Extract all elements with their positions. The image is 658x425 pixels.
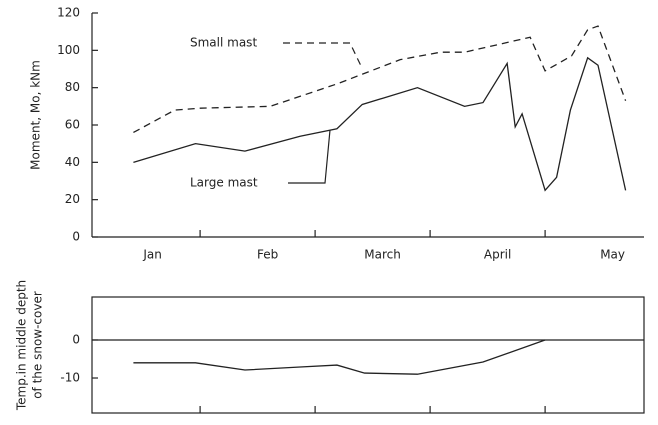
y-tick-label: -10 [60, 371, 80, 385]
x-tick-label: March [364, 248, 401, 262]
y-tick-label: 40 [65, 155, 80, 169]
y-axis-label: Temp.in middle depth [15, 280, 29, 411]
x-tick-label: April [484, 248, 511, 262]
series-line [133, 25, 627, 134]
plot-frame [91, 296, 645, 414]
leader [283, 42, 363, 69]
series-label: Small mast [190, 36, 257, 50]
x-tick-label: Jan [142, 248, 162, 262]
series-line [133, 339, 546, 375]
y-tick-label: 0 [72, 230, 80, 244]
y-tick-label: 20 [65, 192, 80, 206]
y-tick-label: 80 [65, 80, 80, 94]
series-line [133, 56, 627, 192]
y-tick-label: 120 [57, 6, 80, 20]
y-tick-label: 100 [57, 43, 80, 57]
y-tick-label: 0 [72, 332, 80, 346]
y-axis-label: of the snow-cover [31, 291, 45, 399]
series-label: Large mast [190, 176, 258, 190]
x-tick-label: Feb [257, 248, 278, 262]
y-axis-label: Moment, Mo, kNm [29, 60, 43, 170]
x-tick-label: May [600, 248, 625, 262]
y-tick-label: 60 [65, 118, 80, 132]
leader [288, 129, 331, 184]
